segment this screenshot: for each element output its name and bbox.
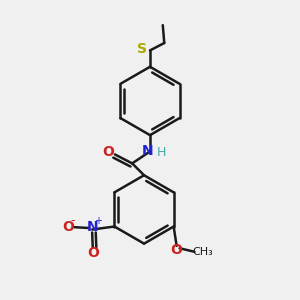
Text: O: O [62, 220, 74, 233]
Text: O: O [103, 145, 114, 159]
Text: +: + [94, 216, 102, 226]
Text: CH₃: CH₃ [192, 247, 213, 257]
Text: O: O [87, 246, 99, 260]
Text: N: N [86, 220, 98, 234]
Text: S: S [137, 42, 147, 56]
Text: -: - [70, 214, 74, 227]
Text: N: N [142, 145, 153, 158]
Text: O: O [171, 243, 183, 257]
Text: H: H [157, 146, 167, 159]
